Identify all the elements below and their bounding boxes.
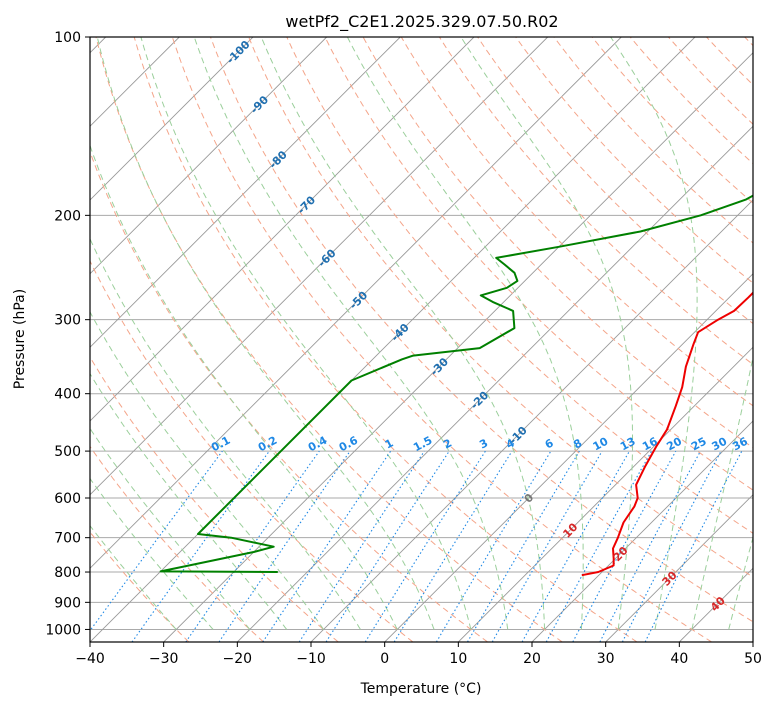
plot-frame: [89, 36, 754, 643]
x-axis-ticks: −40 −30 −20 −10 0 10 20 30 40 50: [75, 642, 762, 667]
dry-adiabat: [90, 259, 414, 642]
moist-adiabat: [90, 310, 324, 630]
x-tick-label: 40: [670, 651, 688, 667]
mixing-ratio-label: 36: [730, 435, 750, 454]
isotherm-line: [605, 494, 753, 642]
isotherm-line: [90, 37, 475, 422]
mixing-ratio-line: [298, 450, 425, 642]
moist-adiabat: [346, 37, 584, 630]
x-tick-label: 30: [597, 651, 615, 667]
y-tick-label: 400: [54, 387, 81, 403]
mixing-ratio-line: [545, 450, 653, 642]
mixing-ratio-line: [644, 450, 743, 642]
moist-adiabat: [90, 237, 361, 630]
dry-adiabat: [324, 37, 753, 491]
chart-title: wetPf2_C2E1.2025.329.07.50.R02: [285, 12, 558, 32]
y-tick-label: 300: [54, 313, 81, 329]
background-lines: [90, 37, 753, 642]
moist-adiabat: [140, 37, 472, 630]
moist-adiabat: [260, 37, 546, 630]
mixing-ratio-label: 20: [664, 435, 684, 454]
x-tick-label: 0: [380, 651, 389, 667]
dry-adiabat: [286, 37, 753, 534]
y-axis-label: Pressure (hPa): [12, 289, 28, 389]
moist-adiabat: [460, 37, 633, 630]
moist-adiabat: [90, 524, 177, 630]
dry-adiabat: [515, 37, 753, 284]
moist-adiabat: [193, 37, 509, 630]
dry-adiabat: [210, 37, 753, 623]
dry-adiabat: [248, 37, 753, 578]
dry-adiabat: [90, 356, 339, 642]
x-tick-label: −10: [296, 651, 326, 667]
mixing-ratio-label: 10: [591, 435, 611, 454]
moist-adiabat: [691, 355, 753, 630]
moist-adiabat: [96, 37, 435, 630]
y-tick-label: 100: [54, 30, 81, 46]
y-tick-label: 600: [54, 491, 81, 507]
y-tick-label: 800: [54, 565, 81, 581]
mixing-ratio-line: [325, 450, 450, 642]
isotherm-line: [163, 52, 753, 642]
dewpoint-line: [159, 194, 753, 573]
x-tick-label: 10: [449, 651, 467, 667]
mixing-ratio-line: [262, 450, 392, 642]
isotherm-line: [90, 37, 622, 569]
x-tick-label: 50: [744, 651, 762, 667]
isotherm-line: [90, 37, 696, 642]
y-tick-label: 200: [54, 208, 81, 224]
plot-area: 0.1 0.2 0.4 0.6 1 1.5 2 3 4 6 8 10 13 16 20 25 30 36-100-…: [90, 37, 753, 642]
y-tick-label: 500: [54, 444, 81, 460]
isotherm-line: [90, 37, 254, 201]
dry-adiabat: [133, 37, 638, 642]
isotherm-line: [531, 420, 753, 642]
mixing-ratio-line: [521, 450, 630, 642]
mixing-ratio-label: 13: [618, 435, 638, 454]
mixing-ratio-line: [218, 450, 351, 642]
isotherm-line: [90, 37, 328, 275]
isotherm-line: [236, 125, 753, 642]
dry-adiabat: [90, 445, 264, 642]
y-tick-label: 900: [54, 595, 81, 611]
x-axis-label: Temperature (°C): [360, 681, 482, 697]
y-tick-label: 700: [54, 531, 81, 547]
x-tick-label: −20: [223, 651, 253, 667]
moist-adiabat: [90, 477, 214, 630]
moist-adiabat: [610, 37, 698, 630]
dry-adiabat: [171, 37, 712, 642]
mixing-ratio-line: [185, 450, 320, 642]
isotherm-line: [457, 346, 753, 642]
mixing-ratio-label: 30: [710, 435, 730, 454]
mixing-ratio-line: [90, 450, 223, 632]
x-tick-label: 20: [523, 651, 541, 667]
isotherm-line: [384, 273, 753, 642]
moist-adiabat: [728, 535, 753, 630]
y-tick-label: 1000: [45, 622, 81, 638]
moist-adiabat: [90, 427, 251, 630]
temperature-line: [581, 291, 753, 577]
x-tick-label: −30: [149, 651, 179, 667]
x-tick-label: −40: [75, 651, 105, 667]
isotherm-line: [90, 37, 401, 348]
isotherm-line: [90, 37, 549, 496]
mixing-ratio-line: [393, 450, 513, 642]
mixing-ratio-line: [131, 450, 270, 642]
y-axis-ticks: 100 200 300 400 500 600 700 800 900 1000: [45, 30, 90, 638]
mixing-ratio-label: 16: [640, 435, 660, 454]
sounding-lines: [159, 194, 753, 577]
moist-adiabat: [90, 372, 288, 630]
mixing-ratio-label: 25: [689, 435, 709, 454]
